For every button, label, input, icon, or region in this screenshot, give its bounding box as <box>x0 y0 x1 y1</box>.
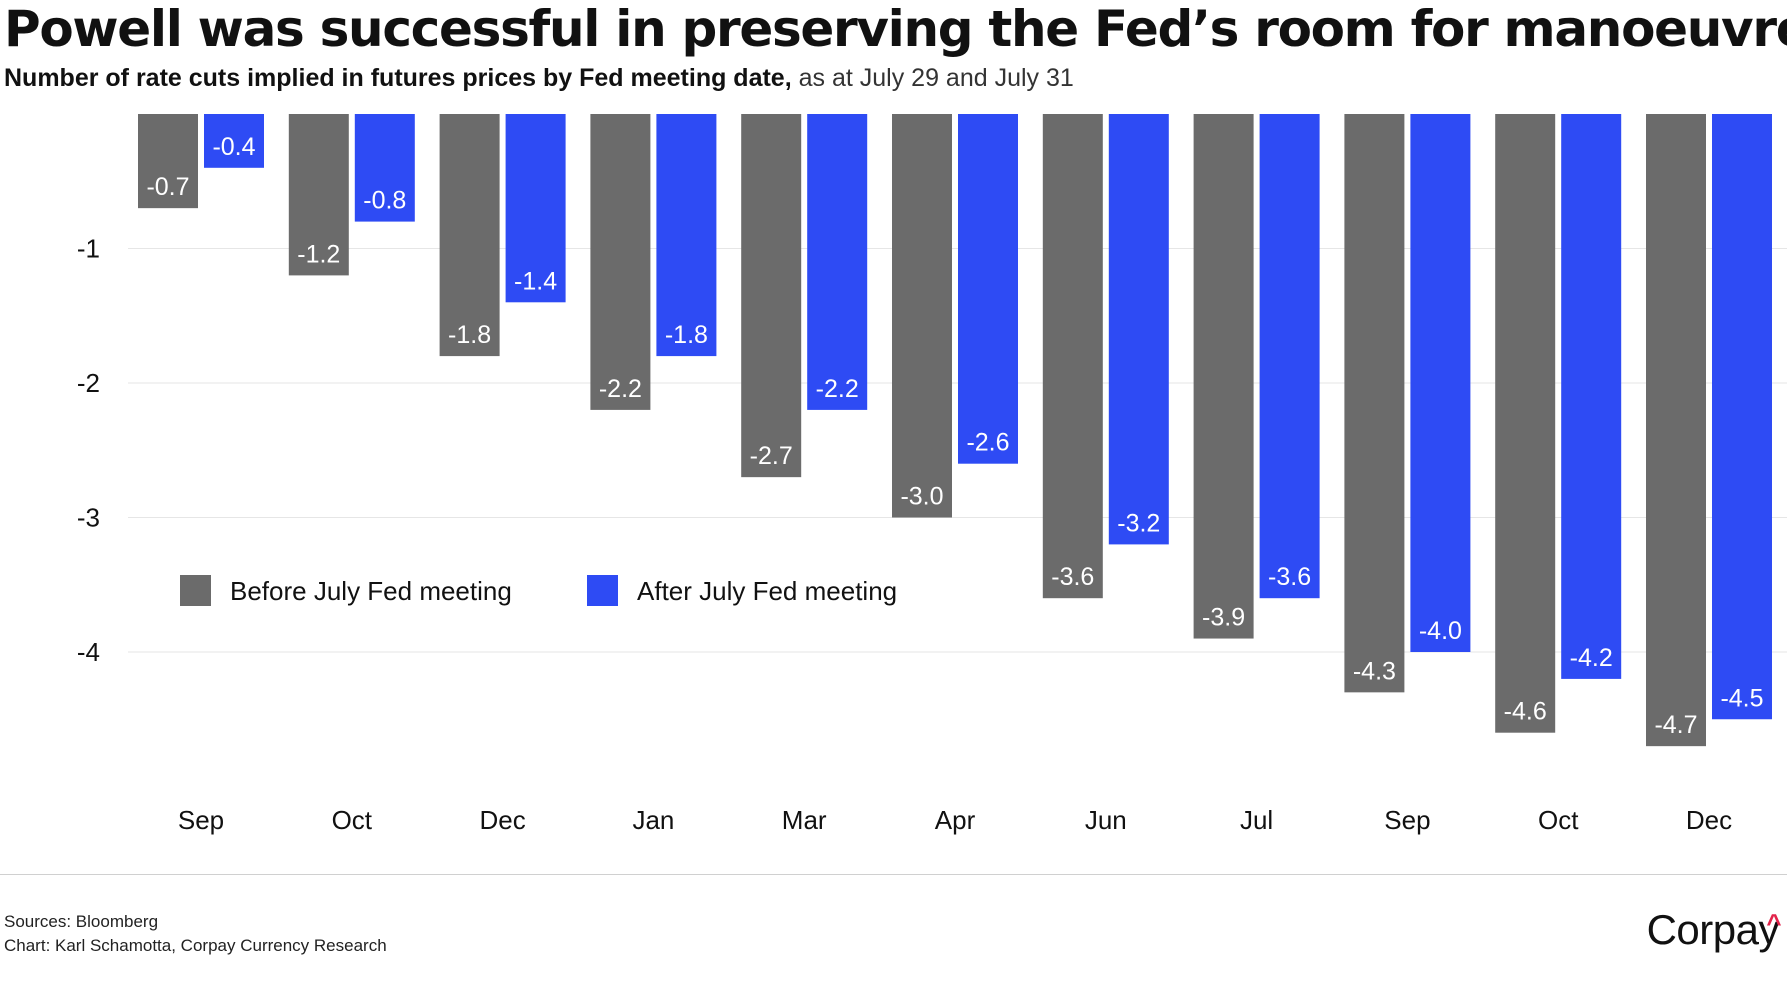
bar-before <box>439 114 500 357</box>
bar-value-label: -1.2 <box>297 240 340 268</box>
bar-value-label: -2.2 <box>599 375 642 403</box>
x-tick-label: Jan <box>632 805 674 835</box>
x-tick-label: Jun <box>1085 805 1127 835</box>
bar-after <box>204 114 264 168</box>
bar-after <box>656 114 717 357</box>
bar-before <box>1495 114 1556 733</box>
legend-label-before: Before July Fed meeting <box>230 576 512 606</box>
bar-value-label: -4.5 <box>1720 684 1763 712</box>
x-tick-label: Apr <box>935 805 976 835</box>
bar-value-label: -4.7 <box>1654 711 1697 739</box>
y-tick-label: -2 <box>77 368 100 398</box>
bar-value-label: -1.4 <box>514 267 557 295</box>
corpay-logo: Corpay ^ <box>1646 906 1782 954</box>
bar-before <box>590 114 651 410</box>
legend-swatch-before <box>180 575 211 606</box>
bar-value-label: -3.0 <box>900 483 943 511</box>
bar-value-label: -3.6 <box>1051 563 1094 591</box>
bar-value-label: -0.7 <box>146 173 189 201</box>
bar-value-label: -1.8 <box>665 321 708 349</box>
chart-credit: Chart: Karl Schamotta, Corpay Currency R… <box>4 936 387 955</box>
bar-before <box>1344 114 1405 693</box>
x-tick-label: Oct <box>332 805 373 835</box>
legend-swatch-after <box>587 575 618 606</box>
bar-after <box>807 114 868 410</box>
bar-value-label: -0.4 <box>212 133 255 161</box>
x-tick-label: Dec <box>1686 805 1732 835</box>
legend-label-after: After July Fed meeting <box>637 576 897 606</box>
bar-value-label: -3.2 <box>1117 509 1160 537</box>
bar-value-label: -0.8 <box>363 187 406 215</box>
logo-wordmark: Corpay <box>1646 906 1780 953</box>
bar-value-label: -4.0 <box>1419 617 1462 645</box>
bar-after <box>1108 114 1169 545</box>
bar-chart: -1 -2 -3 -4 -0.7 -0.4 Sep -1.2 -0.8 Oct -1.8 -1.4 De… <box>77 114 1787 835</box>
bar-before <box>1193 114 1254 639</box>
footer-divider <box>0 874 1787 875</box>
bar-value-label: -4.6 <box>1504 698 1547 726</box>
y-tick-label: -4 <box>77 637 100 667</box>
bar-after <box>1410 114 1471 652</box>
bar-value-label: -2.7 <box>750 442 793 470</box>
bar-before <box>138 114 198 209</box>
y-tick-label: -1 <box>77 234 100 264</box>
bar-value-label: -2.2 <box>816 375 859 403</box>
x-tick-label: Oct <box>1538 805 1579 835</box>
bar-after <box>1259 114 1320 599</box>
x-tick-label: Dec <box>479 805 525 835</box>
logo-caret-mark: ^ <box>1766 908 1781 938</box>
bar-value-label: -2.6 <box>966 429 1009 457</box>
x-tick-label: Sep <box>1384 805 1430 835</box>
y-tick-label: -3 <box>77 503 100 533</box>
bar-after <box>1712 114 1772 720</box>
bar-value-label: -3.9 <box>1202 604 1245 632</box>
bar-before <box>1042 114 1103 599</box>
bar-before <box>741 114 802 478</box>
sources-note: Sources: Bloomberg <box>4 912 159 931</box>
x-tick-label: Mar <box>782 805 827 835</box>
subtitle-date-note: as at July 29 and July 31 <box>791 64 1074 92</box>
bar-before <box>288 114 349 276</box>
bar-after <box>1561 114 1622 679</box>
x-tick-label: Sep <box>178 805 224 835</box>
bar-before <box>1646 114 1706 747</box>
subtitle-main: Number of rate cuts implied in futures p… <box>4 64 792 92</box>
bar-value-label: -4.3 <box>1353 657 1396 685</box>
x-tick-label: Jul <box>1240 805 1273 835</box>
bar-before <box>892 114 952 518</box>
bar-value-label: -4.2 <box>1570 644 1613 672</box>
bar-after <box>958 114 1018 464</box>
bar-after <box>354 114 415 222</box>
chart-title: Powell was successful in preserving the … <box>4 0 1787 58</box>
bar-after <box>505 114 566 303</box>
bar-value-label: -3.6 <box>1268 563 1311 591</box>
chart-subtitle: Number of rate cuts implied in futures p… <box>4 62 1074 94</box>
bar-value-label: -1.8 <box>448 321 491 349</box>
